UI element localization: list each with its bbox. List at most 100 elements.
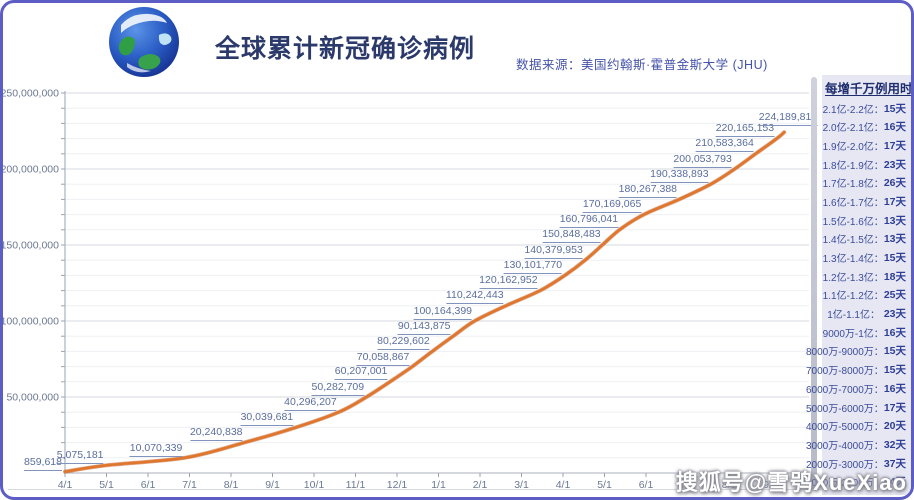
milestone-range: 1.3亿-1.4亿： [822,254,884,265]
data-point-label: 30,039,681 [240,411,294,427]
sidebar-row: 9000万-1亿： 16天 [823,323,906,341]
watermark: 搜狐号@雪鸮XueXiao [675,470,907,495]
milestone-range: 7000万-8000万： [805,366,884,378]
milestone-days: 16天 [883,382,906,395]
data-point-label: 60,207,001 [334,365,388,381]
milestone-range: 1.8亿-1.9亿： [822,160,884,172]
y-tick-label: 100,000,000 [3,316,59,328]
sidebar-row: 1.9亿-2.0亿： 17天 [822,136,906,154]
globe-land [138,54,161,70]
sidebar-row: 6000万-7000万： 16天 [806,379,906,397]
milestone-range: 1.2亿-1.3亿： [822,272,884,284]
x-tick-label: 4/1 [556,479,571,491]
milestone-days: 23天 [883,308,906,321]
milestone-days: 37天 [883,457,906,470]
data-point-label: 20,240,838 [189,426,243,442]
milestone-days: 15天 [883,364,906,377]
x-tick-label: 5/1 [597,479,612,491]
milestone-range: 4000万-5000万： [805,422,884,434]
milestone-range: 5000万-6000万： [805,403,884,415]
y-tick-label: 250,000,000 [3,88,59,100]
milestone-days: 20天 [883,420,906,433]
bottom-divider [8,489,906,490]
x-tick-label: 8/1 [224,479,239,491]
milestone-range: 1000万-2000万： [805,478,884,490]
data-point-label: 50,282,709 [311,381,365,396]
data-point-label: 70,058,867 [356,351,410,366]
x-tick-label: 4/1 [58,479,73,491]
x-tick-label: 6/1 [141,479,156,491]
data-source-label: 数据来源：美国约翰斯·霍普金斯大学 (JHU) [516,58,768,72]
milestone-days: 16天 [883,326,906,339]
sidebar-row: 1.3亿-1.4亿： 15天 [822,249,906,267]
milestone-range: 1.7亿-1.8亿： [822,179,884,191]
x-tick-label: 3/1 [514,479,529,491]
scrollbar[interactable] [811,77,817,491]
data-point-label: 10,070,339 [129,442,183,457]
data-point-label: 140,379,953 [524,244,583,259]
sidebar-row: 3000万-4000万： 32天 [806,435,906,453]
x-tick-label: 6/1 [639,479,654,491]
milestone-days: 15天 [883,345,906,358]
globe-cloud [121,13,167,33]
sidebar-row: 2.1亿-2.2亿： 15天 [822,99,906,117]
x-tick-label: 11/1 [346,479,366,491]
globe-cloud [158,33,172,45]
milestone-range: 2000万-3000万： [805,459,884,471]
x-tick-label: 8/1 [722,479,737,491]
milestone-range: 1.5亿-1.6亿： [822,216,884,228]
data-point-label: 170,169,065 [582,198,642,214]
y-tick-label: 200,000,000 [3,164,59,176]
sidebar-row: 7000万-8000万： 15天 [806,361,906,379]
milestone-days: 23天 [883,158,906,171]
data-point-label: 80,229,602 [377,335,430,351]
x-tick-label: 10/1 [304,479,325,491]
y-tick-label: 50,000,000 [6,392,59,404]
milestone-range: 1.9亿-2.0亿： [822,141,884,153]
sidebar-rows: 2.1亿-2.2亿： 15天 2.0亿-2.1亿： 16天 1.9亿-2.0亿： 17天 1… [806,99,906,491]
sidebar-row: 1.8亿-1.9亿： 23天 [822,155,906,173]
milestone-range: 1亿-1.1亿： [827,310,880,322]
milestone-days: 32天 [883,438,906,451]
sidebar-row: 1.2亿-1.3亿： 18天 [822,267,906,285]
sidebar-row: 1.6亿-1.7亿： 17天 [823,192,906,210]
milestone-days: 25天 [883,289,906,302]
data-point-label: 190,338,893 [650,168,709,183]
data-point-label: 210,583,364 [695,137,754,152]
globe-icon [109,7,179,77]
sidebar-title: 每增千万例用时 [825,82,913,96]
milestone-days: 13天 [883,214,906,227]
data-point-label: 5,075,181 [56,449,104,465]
milestone-range: 8000万-9000万： [805,347,884,359]
data-point-label: 160,796,041 [559,213,619,228]
milestone-range: 2.0亿-2.1亿： [822,123,884,135]
x-tick-label: 5/1 [99,479,114,491]
data-point-label: 130,101,770 [503,259,563,275]
sidebar-panel: 每增千万例用时 2.1亿-2.2亿： 15天 2.0亿-2.1亿： 16天 1.9亿-2… [806,75,913,495]
sidebar-row: 2.0亿-2.1亿： 16天 [822,118,906,136]
globe-land [118,36,135,56]
milestone-days: 15天 [883,252,906,264]
sidebar-row: 5000万-6000万： 17天 [806,398,906,416]
page-title: 全球累计新冠确诊病例 [215,35,476,63]
sidebar-row: 1亿-1.1亿： 23天 [825,305,906,323]
globe-cloud [127,63,151,73]
milestone-days: 15天 [883,102,906,115]
milestone-range: 2.1亿-2.2亿： [822,104,884,116]
milestone-range: 1.4亿-1.5亿： [822,235,884,247]
milestone-days: 44天 [883,476,906,489]
sidebar-row: 1.1亿-1.2亿： 25天 [823,286,906,304]
data-point-label: 859,618 [24,456,62,471]
sidebar-row: 1.5亿-1.6亿： 13天 [822,211,906,229]
sidebar-row: 1.7亿-1.8亿： 26天 [822,174,906,192]
data-point-label: 200,053,793 [673,153,732,168]
data-point-label: 40,296,207 [284,396,337,411]
covid-line-chart: 50,000,000 100,000,000 150,000,000 200,000,… [3,88,809,491]
series-line [63,130,786,473]
milestone-days: 26天 [883,177,906,190]
data-point-label: 90,143,875 [397,320,451,335]
milestone-days: 16天 [883,121,906,134]
x-tick-label: 12/1 [387,479,408,491]
milestone-range: 6000万-7000万： [805,384,884,396]
